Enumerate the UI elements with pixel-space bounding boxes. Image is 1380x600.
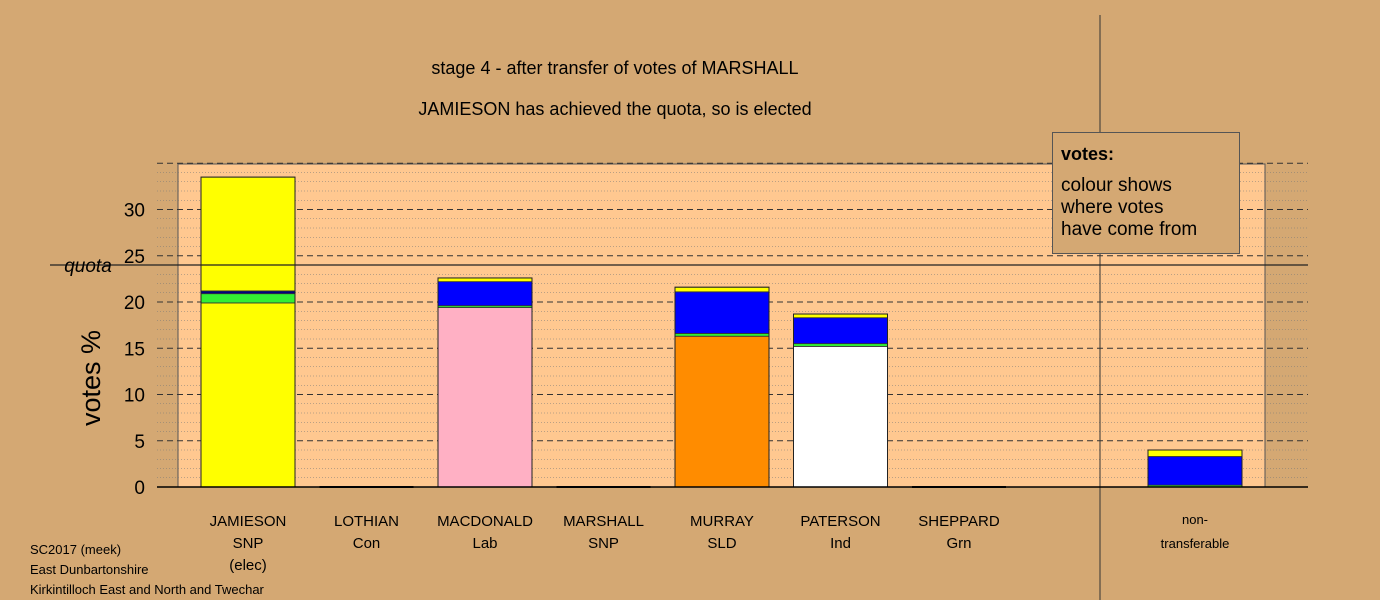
- labels: JAMIESON SNP (elec) LOTHIAN Con MACDONALD Lab M…: [210, 512, 1230, 574]
- y-axis-label: votes %: [76, 330, 106, 426]
- candidate-party: SNP: [233, 535, 264, 552]
- bar-paterson-segment: [793, 317, 888, 345]
- legend-line2: where votes: [1061, 197, 1164, 218]
- bar-jamieson-segment: [200, 293, 296, 304]
- bar-paterson-segment: [793, 345, 888, 488]
- axes: 0 5 10 15 20 25 30: [50, 15, 1308, 600]
- footer-line3: Kirkintilloch East and North and Twechar: [30, 582, 265, 597]
- bar-macdonald-segment: [437, 307, 533, 488]
- candidate-party: Grn: [946, 535, 971, 552]
- candidate-party: Con: [353, 535, 381, 552]
- bar-nontransferable-segment: [1147, 456, 1243, 486]
- candidate-name: SHEPPARD: [918, 513, 1000, 530]
- bar-paterson-segment: [793, 313, 888, 319]
- candidate-party: Ind: [830, 535, 851, 552]
- candidate-party: Lab: [472, 535, 497, 552]
- y-tick-label: 0: [134, 478, 145, 499]
- nontransferable-label: transferable: [1161, 536, 1230, 551]
- y-tick-label: 20: [124, 293, 145, 314]
- bar-jamieson-segment: [200, 302, 296, 488]
- legend-line1: colour shows: [1061, 175, 1172, 196]
- candidate-note: (elec): [229, 557, 267, 574]
- nontransferable-label: non-: [1182, 512, 1208, 527]
- legend-line3: have come from: [1061, 219, 1198, 240]
- bar-jamieson-segment: [200, 176, 296, 292]
- bar-jamieson-segment: [200, 290, 296, 295]
- quota-label: quota: [64, 256, 112, 277]
- footer-line1: SC2017 (meek): [30, 542, 121, 557]
- candidate-name: MURRAY: [690, 513, 754, 530]
- y-tick-label: 15: [124, 339, 145, 360]
- bar-macdonald-segment: [437, 281, 533, 307]
- legend-box: votes: colour shows where votes have com…: [1052, 132, 1240, 254]
- y-tick-label: 25: [124, 247, 145, 268]
- y-tick-label: 10: [124, 386, 145, 407]
- bar-macdonald-segment: [437, 277, 533, 283]
- bar-murray-segment: [674, 333, 770, 337]
- bar-murray-segment: [674, 335, 770, 488]
- candidate-name: JAMIESON: [210, 513, 287, 530]
- candidate-name: MACDONALD: [437, 513, 533, 530]
- bar-paterson-segment: [793, 343, 888, 347]
- legend-title: votes:: [1061, 144, 1115, 164]
- candidate-party: SNP: [588, 535, 619, 552]
- candidate-party: SLD: [707, 535, 736, 552]
- bar-murray-segment: [674, 286, 770, 293]
- chart-title: stage 4 - after transfer of votes of MAR…: [431, 58, 798, 78]
- footer-line2: East Dunbartonshire: [30, 562, 149, 577]
- y-tick-label: 30: [124, 201, 145, 222]
- bar-nontransferable-segment: [1147, 449, 1243, 457]
- candidate-name: MARSHALL: [563, 513, 644, 530]
- candidate-name: LOTHIAN: [334, 513, 399, 530]
- bar-murray-segment: [674, 291, 770, 334]
- y-tick-label: 5: [134, 432, 145, 453]
- chart-subtitle: JAMIESON has achieved the quota, so is e…: [418, 99, 811, 119]
- candidate-name: PATERSON: [800, 513, 880, 530]
